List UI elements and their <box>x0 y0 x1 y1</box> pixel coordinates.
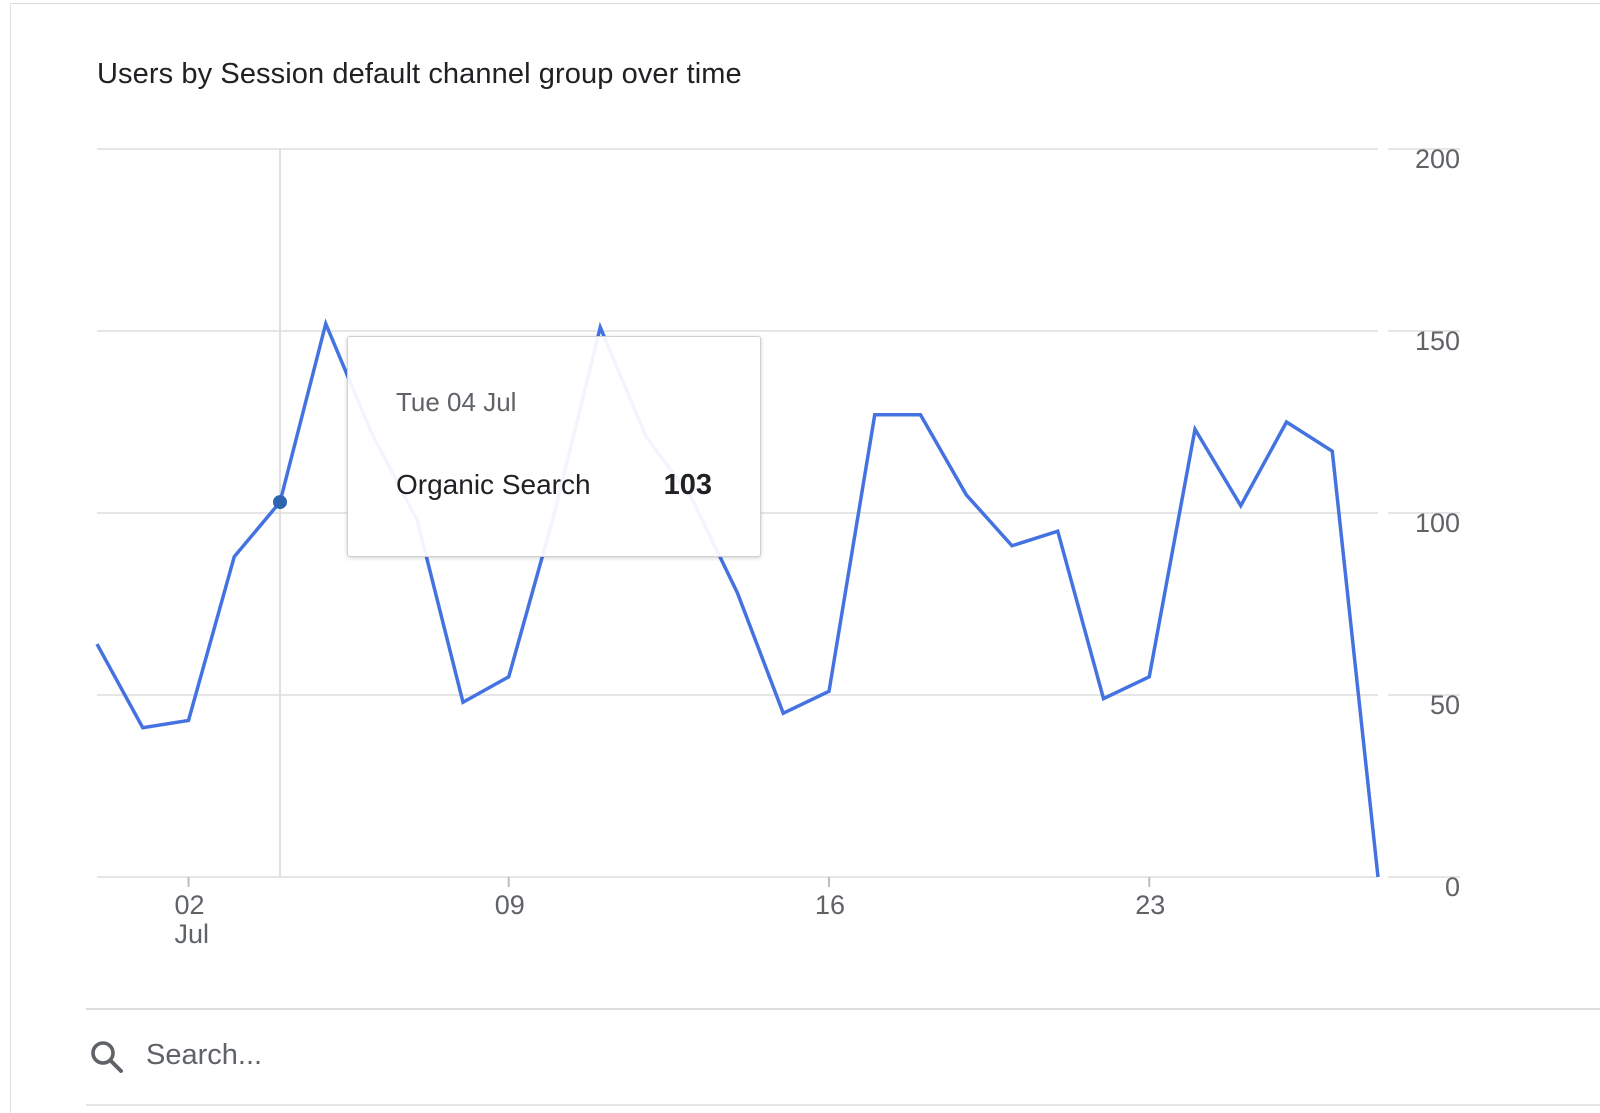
section-divider <box>86 1008 1600 1010</box>
x-tick-label: 09 <box>495 890 525 920</box>
search-bar[interactable] <box>86 1010 1600 1102</box>
series-line-organic-search <box>95 318 1380 878</box>
y-tick-label: 100 <box>1415 508 1460 538</box>
y-tick-label: 50 <box>1430 690 1460 720</box>
x-tick-label: 16 <box>815 890 845 920</box>
chart-title: Users by Session default channel group o… <box>97 58 742 90</box>
hover-point <box>273 495 287 510</box>
chart-card: Users by Session default channel group o… <box>10 3 1600 1113</box>
table-divider <box>86 1104 1600 1106</box>
chart-tooltip: Tue 04 Jul Organic Search 103 <box>347 336 761 557</box>
y-tick-label: 200 <box>1415 144 1460 174</box>
tooltip-value: 103 <box>663 469 712 501</box>
x-tick-sublabel: Jul <box>175 919 210 949</box>
y-tick-label: 150 <box>1415 326 1460 356</box>
x-tick-label: 02 <box>175 890 205 920</box>
tooltip-date: Tue 04 Jul <box>396 387 517 417</box>
x-tick-label: 23 <box>1135 890 1165 920</box>
y-tick-label: 0 <box>1445 872 1460 902</box>
search-icon <box>90 1040 124 1074</box>
tooltip-series-name: Organic Search <box>396 469 591 500</box>
search-input[interactable] <box>146 1032 846 1078</box>
